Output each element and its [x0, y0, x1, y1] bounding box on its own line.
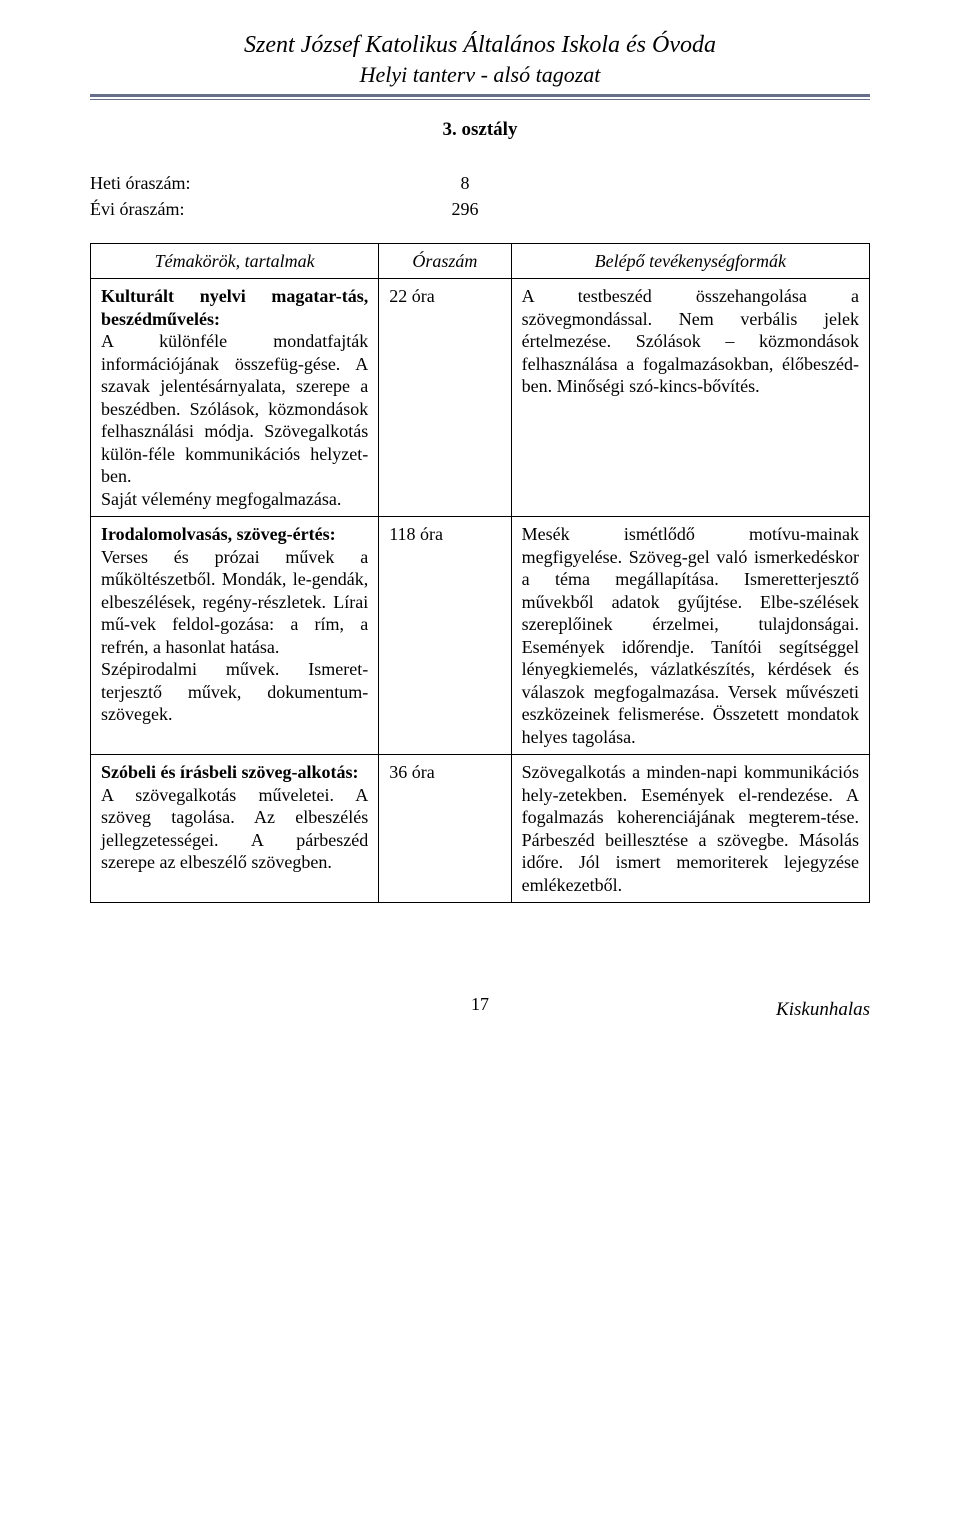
yearly-hours-label: Évi óraszám:	[90, 198, 430, 221]
col-header-activities: Belépő tevékenységformák	[511, 243, 869, 279]
header-line-1: Szent József Katolikus Általános Iskola …	[90, 30, 870, 61]
topics-title: Irodalomolvasás, szöveg-értés:	[101, 524, 336, 544]
table-row: Kulturált nyelvi magatar-tás, beszédműve…	[91, 279, 870, 517]
topics-title: Szóbeli és írásbeli szöveg-alkotás:	[101, 762, 358, 782]
topics-body: A szövegalkotás műveletei. A szöveg tago…	[101, 785, 368, 873]
hours-cell: 36 óra	[379, 755, 511, 903]
yearly-hours-value: 296	[430, 198, 500, 221]
col-header-hours: Óraszám	[379, 243, 511, 279]
table-row: Szóbeli és írásbeli szöveg-alkotás: A sz…	[91, 755, 870, 903]
topics-cell: Irodalomolvasás, szöveg-értés: Verses és…	[91, 517, 379, 755]
hours-cell: 118 óra	[379, 517, 511, 755]
header-rule	[90, 94, 870, 100]
topics-body: A különféle mondatfajták információjának…	[101, 331, 368, 509]
topics-title: Kulturált nyelvi magatar-tás, beszédműve…	[101, 286, 368, 329]
hours-cell: 22 óra	[379, 279, 511, 517]
section-title: 3. osztály	[90, 118, 870, 142]
table-row: Irodalomolvasás, szöveg-értés: Verses és…	[91, 517, 870, 755]
topics-cell: Kulturált nyelvi magatar-tás, beszédműve…	[91, 279, 379, 517]
topics-body: Verses és prózai művek a műköltészetből.…	[101, 547, 368, 725]
weekly-hours-value: 8	[430, 172, 500, 195]
activities-cell: Szövegalkotás a minden-napi kommunikáció…	[511, 755, 869, 903]
header-line-2: Helyi tanterv - alsó tagozat	[90, 61, 870, 90]
page-header: Szent József Katolikus Általános Iskola …	[90, 30, 870, 90]
activities-cell: Mesék ismétlődő motívu-mainak megfigyelé…	[511, 517, 869, 755]
hours-meta: Heti óraszám: 8 Évi óraszám: 296	[90, 172, 870, 221]
col-header-topics: Témakörök, tartalmak	[91, 243, 379, 279]
curriculum-table: Témakörök, tartalmak Óraszám Belépő tevé…	[90, 243, 870, 904]
topics-cell: Szóbeli és írásbeli szöveg-alkotás: A sz…	[91, 755, 379, 903]
weekly-hours-label: Heti óraszám:	[90, 172, 430, 195]
table-header-row: Témakörök, tartalmak Óraszám Belépő tevé…	[91, 243, 870, 279]
activities-cell: A testbeszéd összehangolása a szövegmond…	[511, 279, 869, 517]
